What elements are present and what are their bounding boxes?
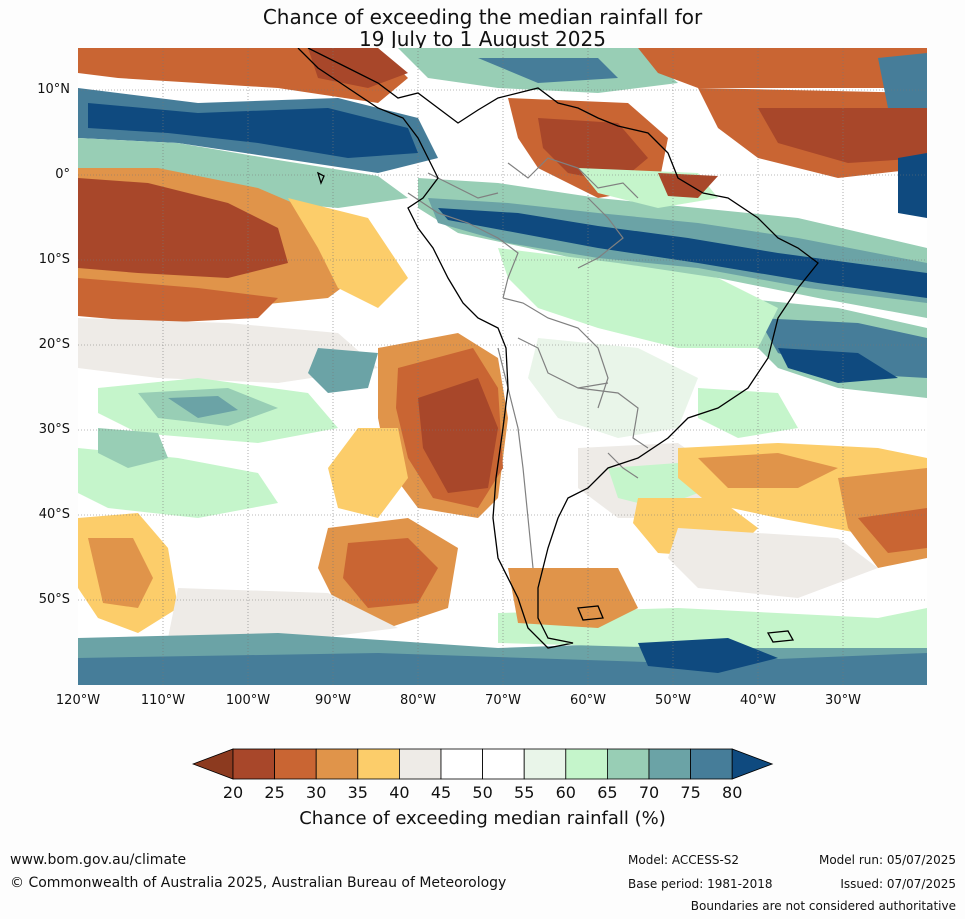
colorbar-segment-75-80: [690, 748, 733, 780]
map-title-line-1: Chance of exceeding the median rainfall …: [262, 5, 703, 29]
colorbar-tick-30: 30: [306, 783, 327, 802]
colorbar-segment-35-40: [357, 748, 400, 780]
colorbar-segment-25-30: [274, 748, 317, 780]
map-title-line-2: 19 July to 1 August 2025: [359, 27, 606, 51]
colorbar-extend-high: [731, 748, 774, 780]
lon-label-70w: 70°W: [485, 693, 521, 708]
rainfall-probability-map: [78, 48, 927, 685]
lon-label-80w: 80°W: [400, 693, 436, 708]
lat-label-10s: 10°S: [38, 252, 70, 267]
colorbar-label: Chance of exceeding median rainfall (%): [299, 808, 666, 829]
lon-label-110w: 110°W: [140, 693, 186, 708]
colorbar-tick-70: 70: [638, 783, 660, 802]
colorbar-tick-65: 65: [597, 783, 618, 802]
website-link[interactable]: www.bom.gov.au/climate: [10, 852, 187, 868]
lat-label-20s: 20°S: [38, 337, 70, 352]
colorbar-legend: [192, 748, 774, 780]
probability-fields: [78, 48, 927, 685]
copyright-notice: © Commonwealth of Australia 2025, Austra…: [10, 875, 507, 891]
colorbar-extend-low: [192, 748, 234, 780]
colorbar-segment-50-55: [482, 748, 525, 780]
colorbar-segment-45-50: [440, 748, 483, 780]
colorbar-segment-60-65: [565, 748, 608, 780]
colorbar-segment-20-25: [232, 748, 275, 780]
lat-label-10n: 10°N: [37, 82, 70, 97]
colorbar-segment-30-35: [315, 748, 359, 780]
colorbar-tick-55: 55: [514, 783, 535, 802]
lon-label-120w: 120°W: [55, 693, 101, 708]
colorbar-tick-50: 50: [472, 783, 493, 802]
colorbar-segment-55-60: [523, 748, 567, 780]
lat-label-0: 0°: [55, 167, 70, 182]
lon-label-90w: 90°W: [315, 693, 351, 708]
colorbar-segment-70-75: [648, 748, 691, 780]
map-canvas: [78, 48, 927, 685]
issued-date: Issued: 07/07/2025: [840, 877, 956, 891]
model-name: Model: ACCESS-S2: [628, 853, 740, 867]
coastline: [297, 48, 819, 649]
colorbar-tick-35: 35: [347, 783, 368, 802]
boundaries-disclaimer: Boundaries are not considered authoritat…: [690, 899, 956, 913]
lon-label-100w: 100°W: [225, 693, 271, 708]
colorbar-tick-20: 20: [222, 783, 244, 802]
colorbar-segment-40-45: [398, 748, 442, 780]
lon-label-40w: 40°W: [740, 693, 776, 708]
colorbar-tick-40: 40: [389, 783, 410, 802]
lat-label-50s: 50°S: [38, 592, 70, 607]
model-run-date: Model run: 05/07/2025: [818, 853, 956, 867]
map-gridlines: [78, 48, 927, 685]
lon-label-30w: 30°W: [825, 693, 861, 708]
lat-label-40s: 40°S: [38, 507, 70, 522]
country-borders: [407, 157, 649, 569]
colorbar-tick-60: 60: [555, 783, 576, 802]
colorbar-tick-80: 80: [722, 783, 743, 802]
lat-label-30s: 30°S: [38, 422, 70, 437]
base-period: Base period: 1981-2018: [628, 877, 773, 891]
lon-label-50w: 50°W: [655, 693, 691, 708]
colorbar-segment-65-70: [606, 748, 650, 780]
lon-label-60w: 60°W: [570, 693, 606, 708]
colorbar-tick-45: 45: [430, 783, 452, 802]
colorbar-tick-75: 75: [680, 783, 701, 802]
colorbar-tick-25: 25: [264, 783, 285, 802]
